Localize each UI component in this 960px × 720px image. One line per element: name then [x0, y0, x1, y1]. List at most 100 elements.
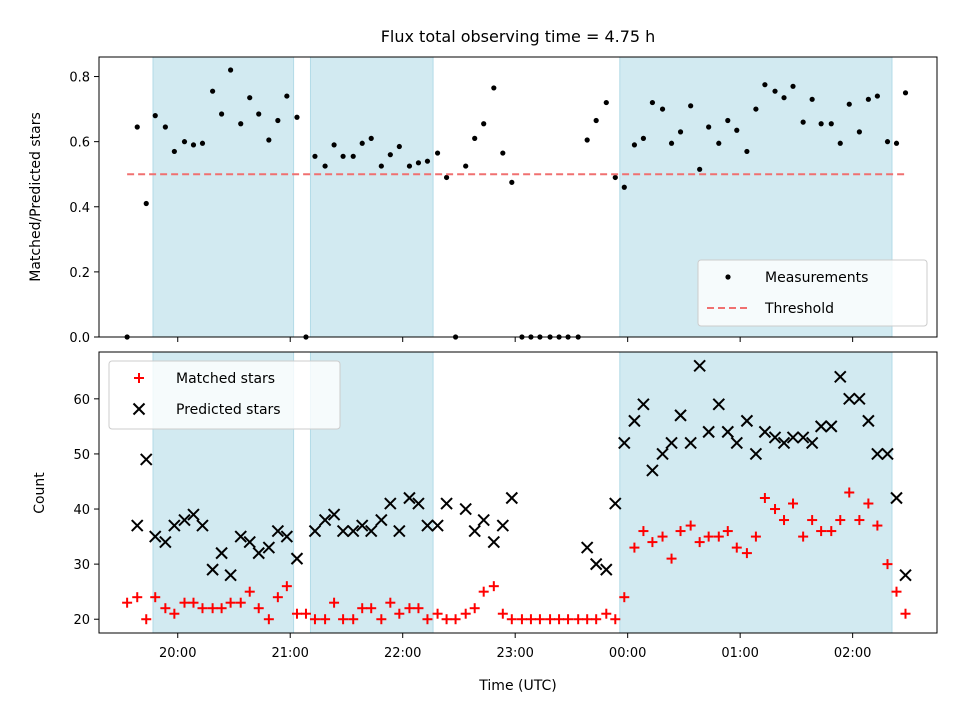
x-stroke	[777, 436, 791, 450]
x-stroke	[159, 535, 172, 549]
predicted-stars-point	[421, 519, 434, 532]
measurement-point	[649, 99, 656, 106]
predicted-stars-point	[580, 541, 594, 554]
x-stroke	[252, 546, 265, 560]
measurement-point	[463, 163, 469, 169]
measurement-point	[181, 139, 188, 145]
predicted-stars-point	[786, 431, 800, 444]
measurement-point	[612, 174, 618, 181]
predicted-stars-point	[215, 546, 228, 560]
x-stroke	[786, 431, 800, 444]
measurement-point	[781, 95, 787, 101]
predicted-stars-point	[159, 535, 172, 549]
matched-stars-point	[235, 597, 246, 608]
matched-stars-point	[197, 603, 208, 614]
matched-stars-point	[169, 608, 180, 619]
matched-stars-point	[525, 614, 536, 625]
matched-stars-point	[610, 614, 621, 625]
predicted-stars-point	[347, 524, 360, 538]
legend-label: Matched stars	[176, 371, 275, 387]
predicted-stars-point	[693, 359, 706, 372]
x-stroke	[243, 535, 256, 549]
x-axis-label: Time (UTC)	[478, 678, 556, 694]
x-stroke	[674, 409, 687, 422]
x-stroke	[168, 519, 181, 532]
measurement-point	[716, 140, 722, 146]
ratio-legend: Measurements Threshold	[697, 259, 928, 327]
measurement-point	[697, 166, 703, 172]
measurement-point	[828, 121, 834, 127]
x-stroke	[308, 524, 322, 538]
measurement-point	[171, 148, 177, 155]
matched-stars-point	[497, 608, 508, 619]
predicted-stars-point	[740, 414, 754, 428]
x-stroke	[140, 453, 153, 466]
x-stroke	[825, 420, 838, 433]
ratio-y-tick-label: 0.4	[69, 201, 90, 216]
predicted-stars-point	[496, 519, 510, 532]
predicted-stars-point	[271, 524, 285, 538]
matched-stars-point	[807, 515, 818, 526]
count-series-predicted-stars	[131, 359, 912, 582]
matched-stars-point	[798, 531, 809, 542]
matched-stars-point	[188, 597, 199, 608]
measurement-point	[368, 135, 374, 141]
matched-stars-point	[685, 520, 696, 531]
count-y-tick-label: 60	[73, 393, 90, 408]
measurement-point	[659, 106, 666, 112]
measurement-point	[677, 129, 684, 135]
matched-stars-point	[506, 614, 517, 625]
matched-stars-point	[844, 487, 855, 498]
measurement-point	[275, 117, 281, 124]
predicted-stars-point	[609, 497, 622, 510]
x-stroke	[132, 402, 146, 416]
x-stroke	[853, 392, 866, 406]
predicted-stars-point	[646, 464, 659, 477]
matched-stars-point	[759, 493, 770, 504]
x-stroke	[712, 398, 725, 411]
x-stroke	[768, 431, 782, 444]
x-stroke	[403, 491, 416, 505]
x-stroke	[196, 519, 209, 532]
predicted-stars-point	[327, 508, 341, 521]
predicted-stars-point	[825, 420, 838, 433]
x-tick-label: 20:00	[159, 646, 196, 661]
x-stroke	[505, 491, 519, 505]
matched-stars-point	[703, 531, 714, 542]
x-stroke	[881, 447, 894, 461]
count-axes-frame	[98, 351, 938, 634]
measurement-point	[762, 82, 768, 88]
predicted-stars-point	[487, 535, 501, 549]
x-stroke	[814, 420, 828, 433]
predicted-stars-point	[440, 497, 453, 510]
matched-stars-point	[750, 531, 761, 542]
legend-label: Threshold	[764, 301, 834, 317]
measurement-point	[443, 174, 450, 181]
matched-stars-point	[460, 608, 471, 619]
x-stroke	[589, 557, 603, 571]
matched-stars-point	[554, 614, 565, 625]
measurement-point	[228, 67, 234, 73]
measurement-point	[818, 121, 824, 127]
predicted-stars-point	[365, 524, 378, 538]
matched-stars-point	[422, 614, 433, 625]
measurement-point	[134, 124, 140, 130]
matched-stars-point	[469, 603, 480, 614]
x-stroke	[224, 568, 237, 582]
measurement-point	[865, 96, 871, 102]
predicted-stars-point	[721, 425, 734, 439]
matched-stars-point	[320, 614, 331, 625]
x-stroke	[290, 552, 304, 565]
matched-stars-point	[601, 608, 612, 619]
predicted-stars-point	[768, 431, 782, 444]
matched-stars-point	[244, 586, 255, 597]
predicted-stars-point	[796, 431, 810, 444]
measurement-point	[294, 114, 300, 120]
matched-stars-point	[882, 559, 893, 570]
legend-marker-matched-stars	[134, 373, 144, 383]
matched-stars-point	[741, 548, 752, 559]
matched-stars-point	[619, 592, 630, 603]
x-stroke	[234, 530, 247, 543]
measurement-point	[359, 140, 365, 146]
x-stroke	[440, 497, 453, 510]
